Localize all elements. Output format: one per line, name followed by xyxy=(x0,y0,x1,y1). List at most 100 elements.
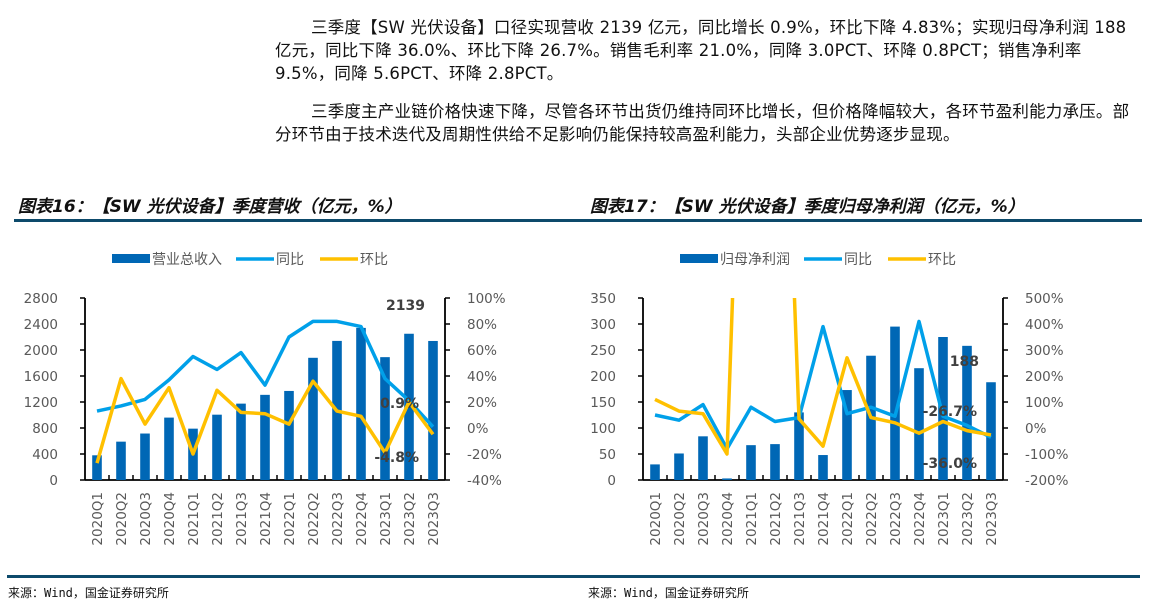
bar-2023Q2 xyxy=(962,345,972,480)
paragraph-revenue-summary: 三季度【SW 光伏设备】口径实现营收 2139 亿元，同比增长 0.9%，环比下… xyxy=(275,16,1145,85)
right-axis-tick-label: -100% xyxy=(1025,447,1069,463)
bar-2022Q1 xyxy=(284,390,294,480)
left-axis-tick-label: 800 xyxy=(32,421,58,437)
bar-2022Q4 xyxy=(356,327,366,480)
x-tick-label-2021Q3: 2021Q3 xyxy=(792,492,808,546)
x-tick-label-2020Q2: 2020Q2 xyxy=(114,492,130,546)
x-tick-label-2021Q4: 2021Q4 xyxy=(816,492,832,546)
bar-2021Q1 xyxy=(746,445,756,480)
legend-bar-swatch xyxy=(680,254,718,263)
left-axis-tick-label: 400 xyxy=(32,447,58,463)
figure-17-source: 来源：Wind，国金证券研究所 xyxy=(588,586,749,600)
bar-2020Q1 xyxy=(650,464,660,480)
figure-16-source: 来源：Wind，国金证券研究所 xyxy=(8,586,169,600)
bar-2023Q1 xyxy=(938,337,948,480)
bar-2020Q1 xyxy=(92,455,102,480)
bar-2020Q4 xyxy=(164,417,174,480)
bar-2021Q4 xyxy=(818,455,828,480)
right-axis-tick-label: 400% xyxy=(1025,317,1064,333)
legend-label-qoq: 环比 xyxy=(360,252,388,268)
x-tick-label-2023Q3: 2023Q3 xyxy=(426,492,442,546)
left-axis-tick-label: 2400 xyxy=(24,317,58,333)
x-tick-label-2023Q3: 2023Q3 xyxy=(984,492,1000,546)
x-tick-label-2023Q1: 2023Q1 xyxy=(378,492,394,546)
left-axis-tick-label: 100 xyxy=(590,421,616,437)
x-tick-label-2022Q4: 2022Q4 xyxy=(912,492,928,546)
paragraph-text: 三季度主产业链价格快速下降，尽管各环节出货仍维持同环比增长，但价格降幅较大，各环… xyxy=(275,102,1130,144)
x-tick-label-2020Q2: 2020Q2 xyxy=(672,492,688,546)
left-axis-tick-label: 0 xyxy=(49,473,58,489)
data-label-同比: 0.9% xyxy=(380,396,419,412)
right-axis-tick-label: 500% xyxy=(1025,291,1064,307)
data-label-环比: -26.7% xyxy=(923,404,977,420)
bar-2021Q3 xyxy=(794,412,804,480)
figure-16-title: 图表16：【SW 光伏设备】季度营收（亿元，%） xyxy=(18,197,402,217)
data-label-同比: -36.0% xyxy=(923,456,977,472)
yoy-line xyxy=(654,319,992,451)
x-tick-label-2022Q3: 2022Q3 xyxy=(330,492,346,546)
bar-2020Q4 xyxy=(722,478,732,480)
left-axis-tick-label: 1600 xyxy=(24,369,58,385)
right-axis-tick-label: 80% xyxy=(467,317,497,333)
qoq-line xyxy=(654,298,992,456)
x-tick-label-2020Q1: 2020Q1 xyxy=(90,492,106,546)
qoq-line xyxy=(95,376,435,464)
legend-label-bar: 营业总收入 xyxy=(152,252,222,268)
x-tick-label-2021Q1: 2021Q1 xyxy=(744,492,760,546)
right-axis-tick-label: 300% xyxy=(1025,343,1064,359)
legend-label-yoy: 同比 xyxy=(844,252,872,268)
bar-2023Q1 xyxy=(380,357,390,480)
x-tick-label-2022Q1: 2022Q1 xyxy=(282,492,298,546)
data-label-营业总收入: 2139 xyxy=(386,298,425,314)
title-divider xyxy=(14,219,1142,222)
x-tick-label-2021Q2: 2021Q2 xyxy=(768,492,784,546)
x-tick-label-2020Q4: 2020Q4 xyxy=(720,492,736,546)
right-axis-tick-label: 0% xyxy=(467,421,489,437)
bar-2022Q2 xyxy=(308,357,318,480)
figure-17-title: 图表17：【SW 光伏设备】季度归母净利润（亿元，%） xyxy=(590,197,1025,217)
x-tick-label-2023Q2: 2023Q2 xyxy=(960,492,976,546)
right-axis-tick-label: 100% xyxy=(467,291,506,307)
x-tick-label-2022Q1: 2022Q1 xyxy=(840,492,856,546)
x-tick-label-2022Q4: 2022Q4 xyxy=(354,492,370,546)
x-tick-label-2021Q2: 2021Q2 xyxy=(210,492,226,546)
right-axis-tick-label: -20% xyxy=(467,447,502,463)
left-axis-tick-label: 1200 xyxy=(24,395,58,411)
legend-label-qoq: 环比 xyxy=(928,252,956,268)
x-tick-label-2020Q3: 2020Q3 xyxy=(696,492,712,546)
bar-2020Q2 xyxy=(116,441,126,480)
left-axis-tick-label: 2800 xyxy=(24,291,58,307)
x-tick-label-2021Q3: 2021Q3 xyxy=(234,492,250,546)
data-label-归母净利润: 188 xyxy=(950,354,979,370)
x-tick-label-2022Q3: 2022Q3 xyxy=(888,492,904,546)
data-label-环比: -4.8% xyxy=(374,450,419,466)
legend-bar-swatch xyxy=(112,254,150,263)
right-axis-tick-label: 100% xyxy=(1025,395,1064,411)
right-axis-tick-label: 20% xyxy=(467,395,497,411)
left-axis-tick-label: 250 xyxy=(590,343,616,359)
x-tick-label-2020Q3: 2020Q3 xyxy=(138,492,154,546)
legend-label-bar: 归母净利润 xyxy=(720,251,790,268)
bar-2023Q3 xyxy=(428,340,438,480)
bar-2021Q2 xyxy=(212,414,222,480)
legend-label-yoy: 同比 xyxy=(276,252,304,268)
x-tick-label-2022Q2: 2022Q2 xyxy=(306,492,322,546)
bar-2020Q2 xyxy=(674,453,684,480)
right-axis-tick-label: 200% xyxy=(1025,369,1064,385)
net-profit-chart: 归母净利润 同比 环比 0 50 100 150 200 250 300 350 -200% -100%… xyxy=(590,251,1069,546)
bar-2021Q2 xyxy=(770,444,780,480)
left-axis-tick-label: 2000 xyxy=(24,343,58,359)
x-tick-label-2020Q4: 2020Q4 xyxy=(162,492,178,546)
paragraph-text: 三季度【SW 光伏设备】口径实现营收 2139 亿元，同比增长 0.9%，环比下… xyxy=(275,18,1127,83)
bar-2020Q3 xyxy=(140,433,150,480)
right-axis-tick-label: 40% xyxy=(467,369,497,385)
bar-2022Q1 xyxy=(842,390,852,480)
source-divider xyxy=(7,575,1140,578)
x-tick-label-2023Q2: 2023Q2 xyxy=(402,492,418,546)
bar-2020Q3 xyxy=(698,436,708,480)
bar-2023Q2 xyxy=(404,333,414,480)
left-axis-tick-label: 300 xyxy=(590,317,616,333)
x-tick-label-2020Q1: 2020Q1 xyxy=(648,492,664,546)
x-tick-label-2021Q4: 2021Q4 xyxy=(258,492,274,546)
bar-2022Q4 xyxy=(914,368,924,480)
